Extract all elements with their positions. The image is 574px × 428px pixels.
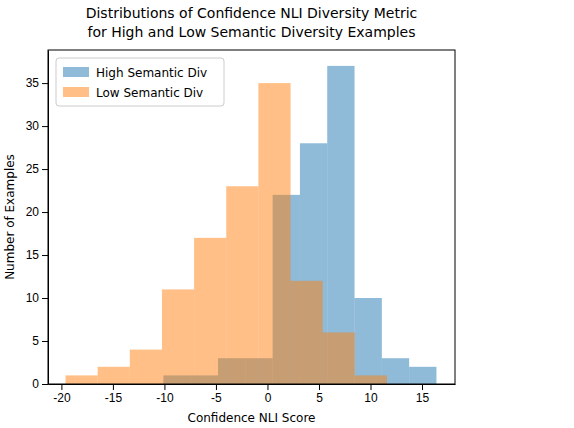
y-tick: 0 <box>32 377 48 391</box>
series <box>66 83 387 384</box>
y-tick: 15 <box>26 248 48 262</box>
x-tick-mark <box>164 384 165 390</box>
histogram-bar <box>291 281 323 384</box>
histogram-bar <box>258 83 290 384</box>
title: for High and Low Semantic Diversity Exam… <box>87 24 415 40</box>
x-tick-label: 5 <box>316 391 323 405</box>
y-tick-label: 10 <box>26 291 40 305</box>
x-tick-mark <box>319 384 320 390</box>
plot-area <box>66 66 437 384</box>
y-tick-mark <box>42 169 48 170</box>
x-tick: -20 <box>53 384 71 405</box>
x-tick-label: -15 <box>105 391 123 405</box>
y-tick-mark <box>42 384 48 385</box>
y-tick: 30 <box>26 119 48 133</box>
x-axis-title: Confidence NLI Score <box>188 411 316 425</box>
legend-swatch <box>63 67 89 77</box>
histogram-bar <box>226 186 258 384</box>
y-tick: 5 <box>32 334 48 348</box>
legend: High Semantic Div Low Semantic Div <box>56 58 224 106</box>
histogram-bar <box>162 289 194 384</box>
x-tick: 15 <box>416 384 430 405</box>
x-tick-label: 10 <box>364 391 378 405</box>
y-tick-label: 35 <box>26 76 40 90</box>
x-tick-mark <box>371 384 372 390</box>
x-tick-mark <box>216 384 217 390</box>
x-tick-mark <box>61 384 62 390</box>
x-tick-label: -20 <box>53 391 71 405</box>
y-tick: 10 <box>26 291 48 305</box>
y-axis-title: Number of Examples <box>3 154 17 280</box>
histogram-bar <box>98 367 130 384</box>
histogram-bar <box>130 350 162 384</box>
y-tick-mark <box>42 126 48 127</box>
plot-frame <box>48 50 455 384</box>
x-tick-mark <box>422 384 423 390</box>
x-tick-mark <box>267 384 268 390</box>
x-axis: -20 -15 -10 -5 0 5 10 15 <box>49 384 456 405</box>
y-tick-label: 30 <box>26 119 40 133</box>
x-tick: -10 <box>156 384 174 405</box>
x-tick: 5 <box>316 384 323 405</box>
y-tick: 35 <box>26 76 48 90</box>
histogram-bar <box>323 332 355 384</box>
histogram-bar <box>355 298 382 384</box>
y-tick-mark <box>42 298 48 299</box>
histogram-bar <box>66 375 98 384</box>
y-tick-mark <box>42 83 48 84</box>
x-tick: -5 <box>211 384 222 405</box>
y-tick-label: 0 <box>32 377 39 391</box>
y-tick-mark <box>42 255 48 256</box>
histogram-bar <box>194 238 226 384</box>
legend-swatch <box>63 87 89 97</box>
y-tick: 20 <box>26 205 48 219</box>
legend-label: Low Semantic Div <box>96 86 203 100</box>
y-tick-label: 15 <box>26 248 40 262</box>
y-tick-label: 25 <box>26 162 40 176</box>
legend-box <box>56 58 224 106</box>
histogram-bar <box>409 367 436 384</box>
legend-label: High Semantic Div <box>96 66 207 80</box>
y-tick-label: 5 <box>32 334 39 348</box>
y-axis: 0 5 10 15 20 25 30 35 <box>26 51 49 392</box>
chart: -20 -15 -10 -5 0 5 10 15 0 5 10 15 20 25 30 35 Distribut… <box>0 0 574 428</box>
x-tick: -15 <box>105 384 123 405</box>
x-tick-label: -10 <box>156 391 174 405</box>
y-tick: 25 <box>26 162 48 176</box>
title: Distributions of Confidence NLI Diversit… <box>86 5 418 21</box>
y-tick-mark <box>42 341 48 342</box>
x-tick-label: 15 <box>416 391 430 405</box>
x-tick-label: 0 <box>265 391 272 405</box>
series <box>163 66 436 384</box>
x-tick: 10 <box>364 384 378 405</box>
x-tick-mark <box>113 384 114 390</box>
x-tick: 0 <box>265 384 272 405</box>
x-tick-label: -5 <box>211 391 222 405</box>
histogram-bar <box>355 375 387 384</box>
y-tick-label: 20 <box>26 205 40 219</box>
y-tick-mark <box>42 212 48 213</box>
